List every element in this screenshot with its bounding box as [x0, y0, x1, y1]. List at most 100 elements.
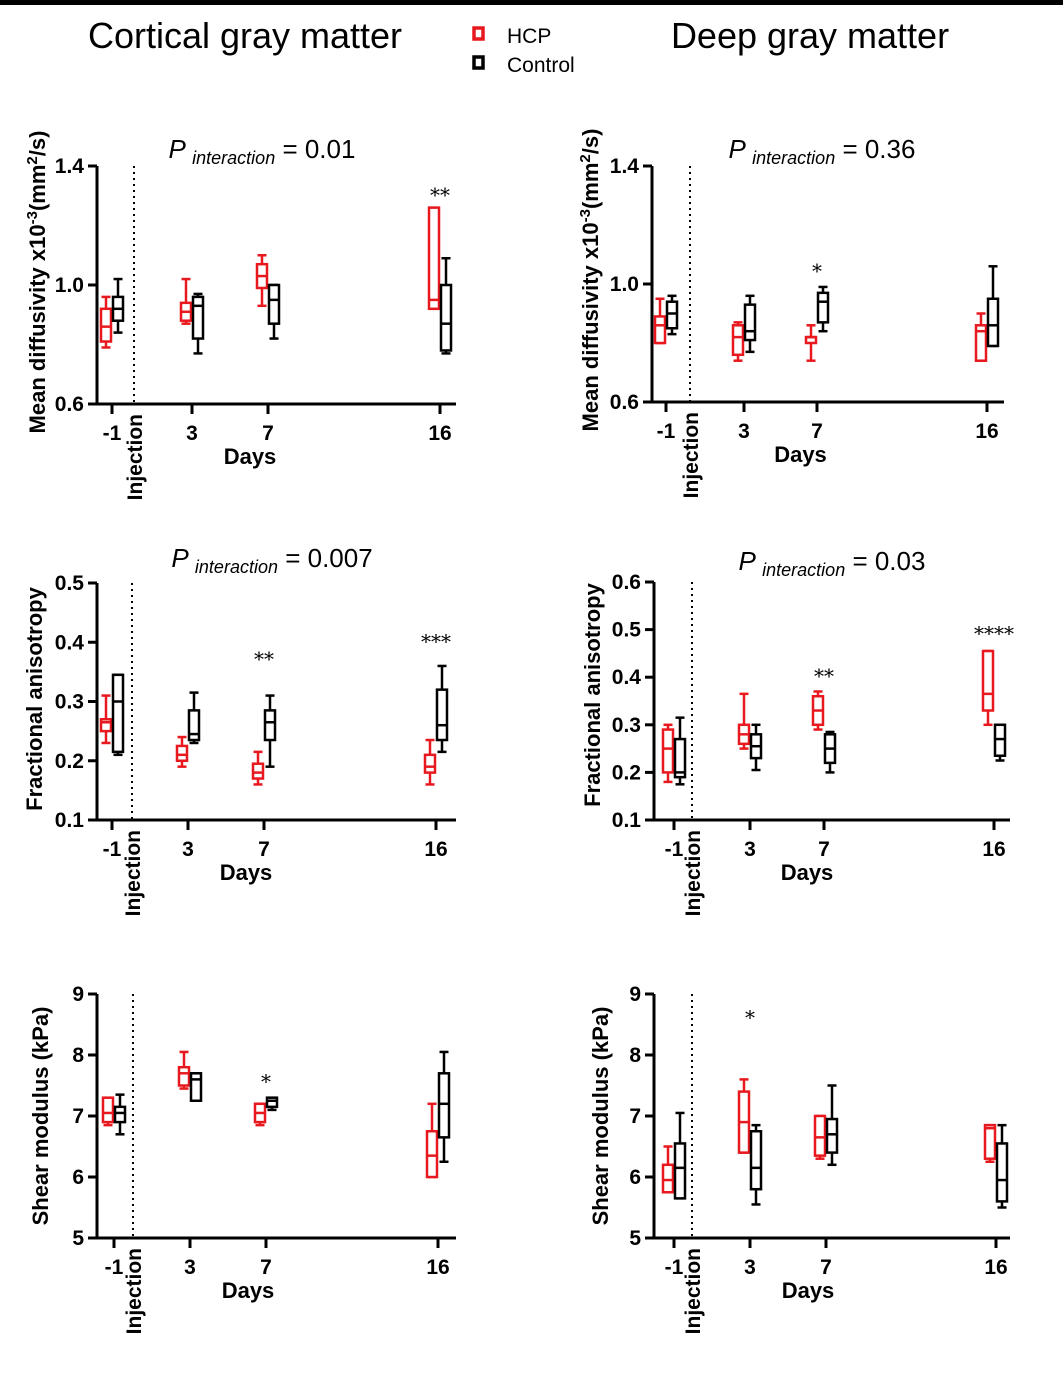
- y-tick-label: 0.4: [612, 666, 642, 689]
- control-iqr-box: [189, 1072, 203, 1103]
- x-tick-label: 3: [744, 1256, 756, 1279]
- y-tick-label: 0.6: [55, 393, 84, 416]
- legend: HCP Control: [472, 25, 575, 77]
- y-tick-label: 1.4: [55, 155, 85, 178]
- control-box-day-7: [263, 694, 277, 768]
- hcp-box-day-3: [175, 735, 189, 768]
- significance-marker: *: [261, 1069, 271, 1093]
- y-tick-label: 0.5: [55, 572, 85, 595]
- chart-panel-3: 0.1 0.2 0.3 0.4 0.5 -1 3 7 16 Days Injection Fracti…: [22, 543, 456, 916]
- y-tick-label: 0.4: [55, 631, 85, 654]
- hcp-iqr-box: [653, 315, 667, 345]
- control-box-day-7: [823, 730, 837, 774]
- control-box-day-16: [435, 664, 449, 754]
- y-tick-label: 0.6: [610, 391, 639, 414]
- control-box-day-16: [437, 1050, 451, 1163]
- control-iqr-box: [986, 297, 1000, 348]
- y-axis-label: Fractional anisotropy: [580, 582, 605, 806]
- control-box-day-7: [267, 283, 281, 340]
- control-box-day-3: [749, 723, 763, 772]
- hcp-box-day-3: [731, 321, 745, 362]
- legend-hcp-swatch: [472, 26, 485, 41]
- p-value: = 0.007: [278, 543, 373, 573]
- y-tick-label: 7: [72, 1105, 84, 1128]
- y-tick-label: 0.1: [55, 809, 85, 832]
- control-iqr-box: [665, 300, 679, 330]
- x-axis-label: Days: [781, 860, 834, 885]
- y-axis-label-part: (mm: [25, 165, 50, 211]
- hcp-box-day-16: [981, 649, 995, 727]
- control-box-day-m1: [673, 1111, 687, 1200]
- hcp-box-day-m1: [661, 723, 675, 784]
- hcp-iqr-box: [177, 1065, 191, 1087]
- right-column-title: Deep gray matter: [671, 15, 949, 56]
- y-axis-label-part: (mm: [578, 163, 603, 209]
- control-box-day-3: [749, 1123, 763, 1206]
- hcp-box-day-16: [983, 1123, 997, 1163]
- p-value: = 0.36: [835, 134, 915, 164]
- p-interaction-title: P interaction = 0.01: [169, 134, 356, 168]
- hcp-iqr-box: [981, 649, 995, 712]
- x-tick-label: 7: [818, 838, 830, 861]
- hcp-box-day-16: [425, 1102, 439, 1179]
- control-iqr-box: [743, 303, 757, 342]
- p-subscript: interaction: [192, 148, 275, 168]
- x-tick-label: 16: [982, 838, 1005, 861]
- p-subscript: interaction: [195, 557, 278, 577]
- control-box-day-3: [187, 691, 201, 745]
- control-iqr-box: [825, 1117, 839, 1154]
- control-box-day-3: [743, 294, 757, 354]
- y-axis-label-part: Mean diffusivity x10: [578, 222, 603, 431]
- y-tick-label: 0.1: [612, 809, 642, 832]
- x-tick-label: 3: [184, 1256, 196, 1279]
- control-iqr-box: [437, 1072, 451, 1139]
- p-subscript: interaction: [752, 148, 835, 168]
- hcp-box-day-7: [813, 1114, 827, 1160]
- y-tick-label: 6: [629, 1166, 641, 1189]
- y-tick-label: 6: [72, 1166, 84, 1189]
- p-value: = 0.01: [275, 134, 355, 164]
- p-symbol: P: [729, 134, 753, 164]
- injection-label: Injection: [682, 1248, 705, 1334]
- y-axis-label-part: -3: [577, 209, 594, 222]
- y-axis-label-part: -3: [24, 211, 41, 224]
- x-tick-label: 3: [186, 422, 198, 445]
- y-tick-label: 1.0: [610, 273, 639, 296]
- y-tick-label: 0.3: [55, 691, 84, 714]
- hcp-iqr-box: [427, 206, 441, 311]
- control-iqr-box: [439, 283, 453, 352]
- control-box-day-16: [986, 265, 1000, 348]
- hcp-box-day-m1: [653, 297, 667, 345]
- control-iqr-box: [191, 295, 205, 340]
- top-border: [0, 0, 1063, 5]
- y-axis-label: Mean diffusivity x10-3(mm2/s): [577, 129, 603, 432]
- injection-label: Injection: [124, 414, 147, 500]
- control-iqr-box: [435, 688, 449, 742]
- chart-panel-4: 0.1 0.2 0.3 0.4 0.5 0.6 -1 3 7 16 Days Injection Fra…: [580, 546, 1014, 916]
- y-tick-label: 0.2: [55, 750, 84, 773]
- control-iqr-box: [749, 1130, 763, 1191]
- x-tick-label: -1: [657, 420, 676, 443]
- control-iqr-box: [673, 737, 687, 779]
- hcp-iqr-box: [99, 307, 113, 343]
- y-tick-label: 0.6: [612, 571, 641, 594]
- x-tick-label: 16: [975, 420, 998, 443]
- y-axis-label: Shear modulus (kPa): [28, 1007, 53, 1226]
- hcp-iqr-box: [99, 718, 113, 733]
- x-axis-label: Days: [774, 442, 827, 467]
- chart-panel-2: 0.6 1.0 1.4 -1 3 7 16 Days Injection Mean diffusi…: [577, 129, 1004, 498]
- x-tick-label: 3: [738, 420, 750, 443]
- hcp-box-day-m1: [99, 694, 113, 745]
- control-iqr-box: [187, 709, 201, 742]
- control-box-day-7: [265, 1096, 279, 1112]
- hcp-box-day-7: [253, 1102, 267, 1127]
- x-tick-label: 7: [260, 1256, 272, 1279]
- control-box-day-3: [191, 292, 205, 355]
- x-axis-label: Days: [220, 860, 273, 885]
- p-interaction-title: P interaction = 0.007: [171, 543, 372, 577]
- hcp-iqr-box: [983, 1123, 997, 1160]
- control-box-day-3: [189, 1072, 203, 1103]
- hcp-box-day-m1: [661, 1145, 675, 1194]
- hcp-box-day-m1: [101, 1096, 115, 1127]
